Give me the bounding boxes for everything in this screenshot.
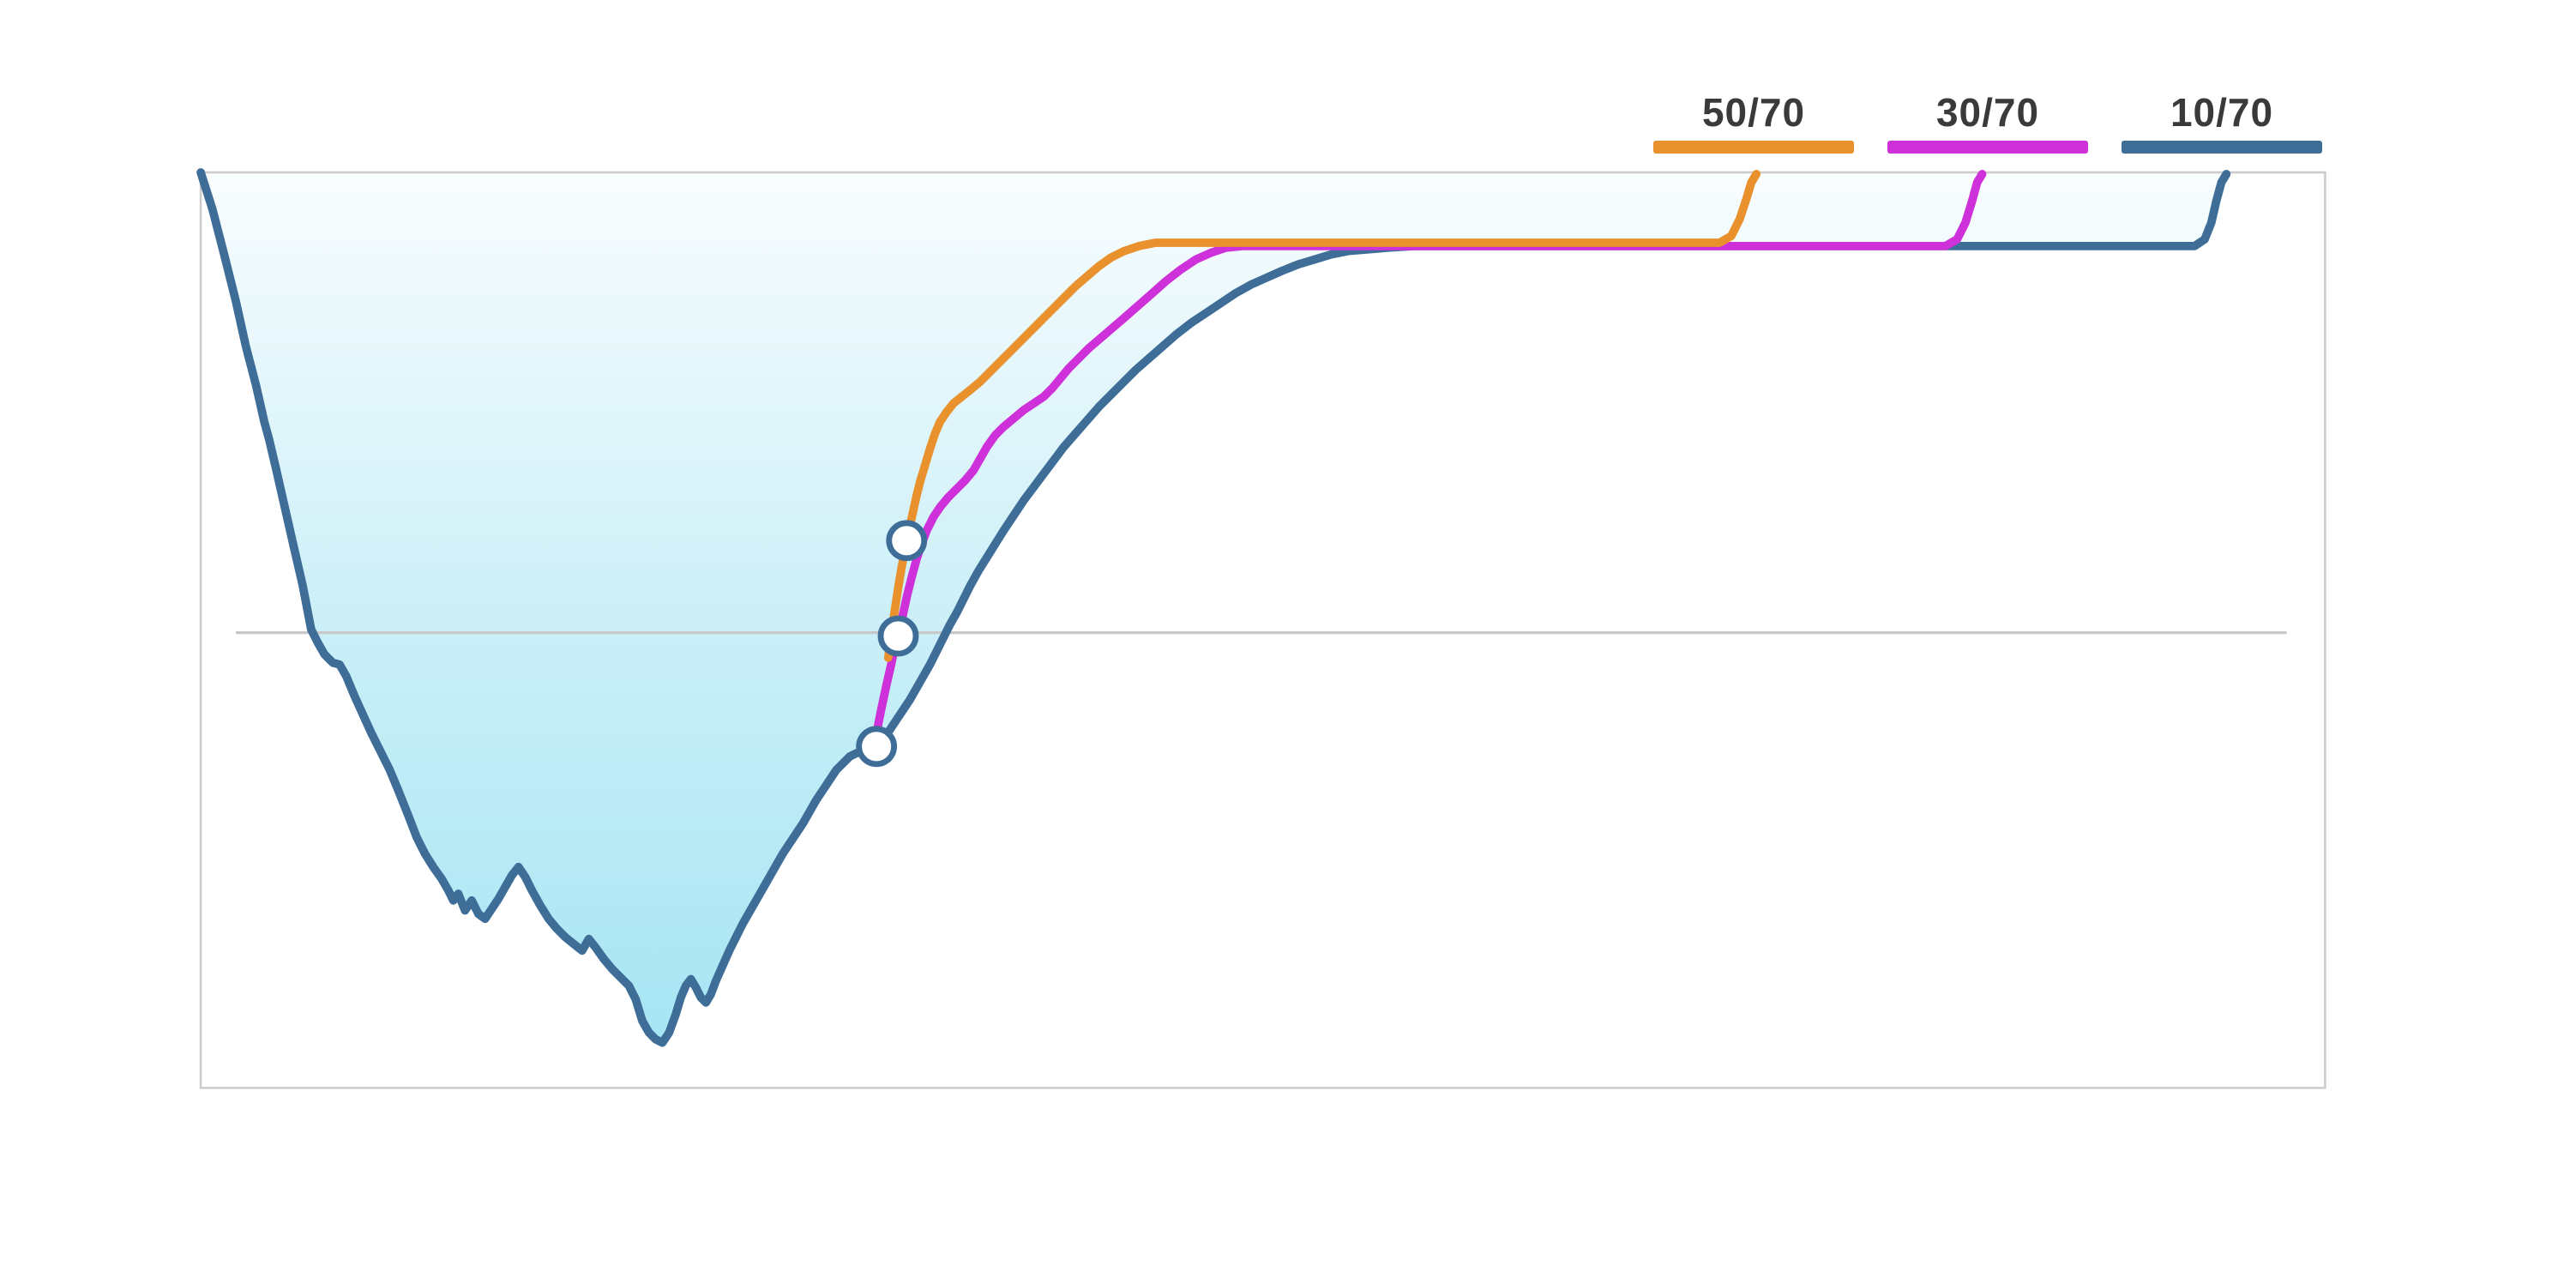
legend-color-bar-orange — [1653, 140, 1854, 154]
legend-item-30-70: 30/70 — [1887, 91, 2088, 154]
legend-label-10-70: 10/70 — [2170, 90, 2274, 135]
marker-point-1 — [886, 520, 928, 562]
marker-point-3 — [856, 726, 898, 768]
marker-point-2 — [877, 615, 919, 657]
legend-item-10-70: 10/70 — [2122, 91, 2322, 154]
drawdown-area-fill — [201, 172, 2227, 1043]
legend-label-30-70: 30/70 — [1935, 90, 2040, 135]
legend-label-50-70: 50/70 — [1701, 90, 1806, 135]
plot-border — [199, 171, 2326, 1089]
series-line-30-70 — [869, 170, 1987, 757]
legend-item-50-70: 50/70 — [1653, 91, 1854, 154]
chart-legend: 50/70 30/70 10/70 — [1653, 91, 2322, 154]
series-line-10-70 — [196, 168, 2231, 1047]
legend-color-bar-blue — [2122, 140, 2322, 154]
legend-color-bar-magenta — [1887, 140, 2088, 154]
